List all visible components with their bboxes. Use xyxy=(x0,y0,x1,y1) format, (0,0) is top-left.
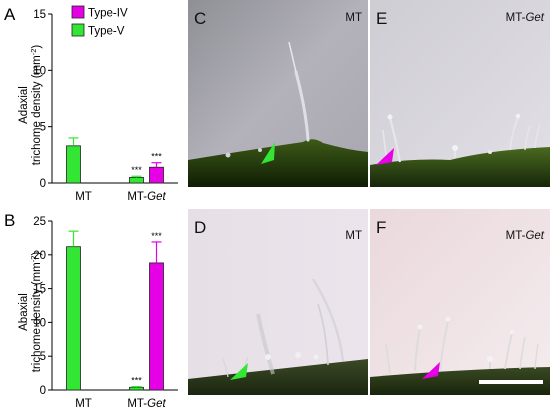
photo-caption-c: MT xyxy=(345,12,362,24)
sig-label-b-type-v-1: *** xyxy=(131,376,142,386)
x-tick-label-b-0: MT xyxy=(75,398,92,410)
photo-panel-c: C MT xyxy=(188,0,368,187)
sig-label-a-type-v-1: *** xyxy=(131,165,142,175)
y-axis-title-a-line2: trichome density (mm-2) xyxy=(29,45,44,166)
photo-panel-f: F MT-Get xyxy=(370,209,550,395)
y-tick-label-a-1: 5 xyxy=(40,122,46,134)
panel-label-f: F xyxy=(376,218,387,237)
x-tick-label-b-1: MT-Get xyxy=(127,398,166,410)
y-axis-title-b: Abaxial trichome density (mm-2) xyxy=(18,252,43,373)
photo-f-image xyxy=(370,209,550,395)
y-tick-label-b-5: 25 xyxy=(33,216,46,228)
photo-c-image xyxy=(188,0,368,187)
bars-b: *** *** xyxy=(66,230,164,391)
arrowhead-type-iv-f xyxy=(422,362,440,379)
photo-panel-d: D MT xyxy=(188,209,368,395)
y-tick-label-b-2: 10 xyxy=(33,317,46,329)
y-tick-label-b-3: 15 xyxy=(33,284,46,296)
y-tick-label-a-3: 15 xyxy=(33,9,46,21)
chart-a: A Adaxial trichome density (mm-2) 0 5 10 15… xyxy=(4,5,178,203)
panel-label-c: C xyxy=(194,9,207,28)
legend-swatch-type-iv xyxy=(71,5,85,19)
x-tick-label-a-1: MT-Get xyxy=(127,191,166,203)
legend-label-type-iv: Type-IV xyxy=(88,8,128,20)
y-tick-label-a-2: 10 xyxy=(33,65,46,77)
y-tick-label-b-4: 20 xyxy=(33,250,46,262)
photo-panel-e: E MT-Get xyxy=(370,0,550,187)
y-tick-label-b-0: 0 xyxy=(40,385,46,397)
arrowhead-type-v-d xyxy=(230,363,248,380)
chart-b: B Abaxial trichome density (mm-2) 0 5 10 15… xyxy=(4,211,178,410)
panel-label-e: E xyxy=(376,9,388,28)
photo-caption-d: MT xyxy=(345,230,362,242)
y-tick-label-a-0: 0 xyxy=(40,178,46,190)
y-axis-title-b-line1: Abaxial xyxy=(18,293,30,331)
legend-label-type-v: Type-V xyxy=(88,26,125,38)
scale-bar xyxy=(479,380,543,384)
sig-label-a-type-iv-1: *** xyxy=(151,152,162,162)
panel-label-a: A xyxy=(4,5,16,24)
panel-label-d: D xyxy=(194,218,207,237)
sig-label-b-type-iv-1: *** xyxy=(151,231,162,241)
bars-a: *** *** xyxy=(66,137,164,184)
legend-swatch-type-v xyxy=(71,23,85,37)
y-tick-label-b-1: 5 xyxy=(40,351,46,363)
bar-a-type-iv-1 xyxy=(149,166,164,184)
bar-b-type-iv-1 xyxy=(149,262,164,391)
photo-caption-f: MT-Get xyxy=(505,230,544,242)
panel-label-b: B xyxy=(4,211,15,230)
bar-charts: A Adaxial trichome density (mm-2) 0 5 10 15… xyxy=(4,5,178,410)
arrowhead-type-v-c xyxy=(261,142,275,164)
arrowhead-type-iv-e xyxy=(376,148,394,165)
axes-a: 0 5 10 15 MT MT-Get xyxy=(33,9,178,203)
x-tick-label-a-0: MT xyxy=(75,191,92,203)
photo-d-image xyxy=(188,209,368,395)
legend-a: Type-IV Type-V xyxy=(71,5,128,38)
photo-e-image xyxy=(370,0,550,187)
bar-b-type-v-0 xyxy=(66,246,81,391)
bar-a-type-v-1 xyxy=(129,176,144,184)
bar-a-type-v-0 xyxy=(66,145,81,184)
y-axis-title-b-line2: trichome density (mm-2) xyxy=(29,252,44,373)
photo-caption-e: MT-Get xyxy=(505,12,544,24)
y-axis-title-a-line1: Adaxial xyxy=(18,86,30,124)
bar-b-type-v-1 xyxy=(129,386,144,391)
y-axis-title-a: Adaxial trichome density (mm-2) xyxy=(18,45,43,166)
